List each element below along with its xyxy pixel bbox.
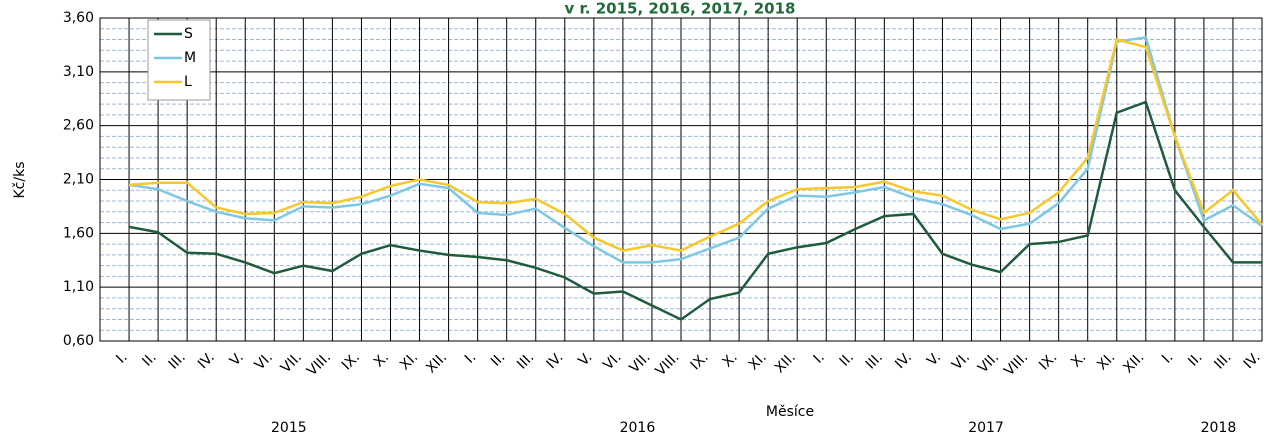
x-tick-label: IX. bbox=[1036, 349, 1060, 373]
y-tick-label: 1,60 bbox=[63, 225, 94, 241]
y-tick-label: 2,60 bbox=[63, 118, 94, 134]
x-tick-label: IX. bbox=[339, 349, 363, 373]
legend-label: S bbox=[184, 26, 193, 42]
x-tick-label: IV. bbox=[892, 349, 915, 372]
x-tick-label: V. bbox=[576, 349, 596, 369]
x-tick-label: IV. bbox=[1241, 349, 1264, 372]
y-tick-label: 3,60 bbox=[63, 10, 94, 26]
x-tick-label: XII. bbox=[1120, 349, 1147, 376]
x-tick-label: XI. bbox=[1094, 349, 1118, 373]
legend-box bbox=[147, 19, 211, 101]
x-tick-label: I. bbox=[462, 349, 479, 366]
x-tick-label: X. bbox=[371, 349, 392, 370]
y-tick-label: 0,60 bbox=[63, 333, 94, 349]
x-tick-label: IV. bbox=[544, 349, 567, 372]
x-tick-label: I. bbox=[811, 349, 828, 366]
x-tick-label: VIII. bbox=[304, 349, 334, 379]
x-tick-label: II. bbox=[488, 349, 508, 369]
plot-border bbox=[99, 17, 1263, 342]
x-tick-label: XII. bbox=[423, 349, 450, 376]
x-tick-label: IV. bbox=[195, 349, 218, 372]
year-label: 2015 bbox=[271, 420, 307, 436]
x-tick-label: VI. bbox=[949, 349, 973, 373]
year-label: 2018 bbox=[1201, 420, 1237, 436]
x-tick-label: III. bbox=[1211, 349, 1234, 372]
year-label: 2016 bbox=[620, 420, 656, 436]
x-tick-label: IX. bbox=[688, 349, 712, 373]
series-line bbox=[128, 35, 1263, 264]
x-tick-label: II. bbox=[837, 349, 857, 369]
x-tick-label: III. bbox=[514, 349, 537, 372]
year-label: 2017 bbox=[968, 420, 1004, 436]
chart-title: v r. 2015, 2016, 2017, 2018 bbox=[565, 0, 796, 18]
x-tick-label: VIII. bbox=[1001, 349, 1031, 379]
x-tick-label: XII. bbox=[772, 349, 799, 376]
series-line bbox=[128, 38, 1263, 252]
x-tick-label: VI. bbox=[600, 349, 624, 373]
x-tick-label: VIII. bbox=[653, 349, 683, 379]
x-tick-label: II. bbox=[1185, 349, 1205, 369]
y-tick-label: 3,10 bbox=[63, 64, 94, 80]
y-axis-label: Kč/ks bbox=[12, 162, 28, 199]
x-tick-label: VII. bbox=[975, 349, 1002, 376]
x-tick-label: VII. bbox=[278, 349, 305, 376]
x-tick-label: X. bbox=[1068, 349, 1089, 370]
x-axis-label: Měsíce bbox=[766, 404, 814, 420]
x-tick-label: II. bbox=[139, 349, 159, 369]
series-line bbox=[128, 100, 1262, 321]
x-tick-label: I. bbox=[113, 349, 130, 366]
x-tick-label: I. bbox=[1159, 349, 1176, 366]
legend-label: L bbox=[184, 74, 192, 90]
y-tick-label: 2,10 bbox=[63, 172, 94, 188]
x-tick-label: V. bbox=[227, 349, 247, 369]
y-tick-label: 1,10 bbox=[63, 279, 94, 295]
x-tick-label: X. bbox=[720, 349, 741, 370]
legend-label: M bbox=[184, 50, 196, 66]
x-tick-label: VII. bbox=[627, 349, 654, 376]
x-tick-label: XI. bbox=[397, 349, 421, 373]
x-tick-label: XI. bbox=[746, 349, 770, 373]
x-tick-label: III. bbox=[863, 349, 886, 372]
x-tick-label: VI. bbox=[252, 349, 276, 373]
x-tick-label: III. bbox=[166, 349, 189, 372]
x-tick-label: V. bbox=[924, 349, 944, 369]
